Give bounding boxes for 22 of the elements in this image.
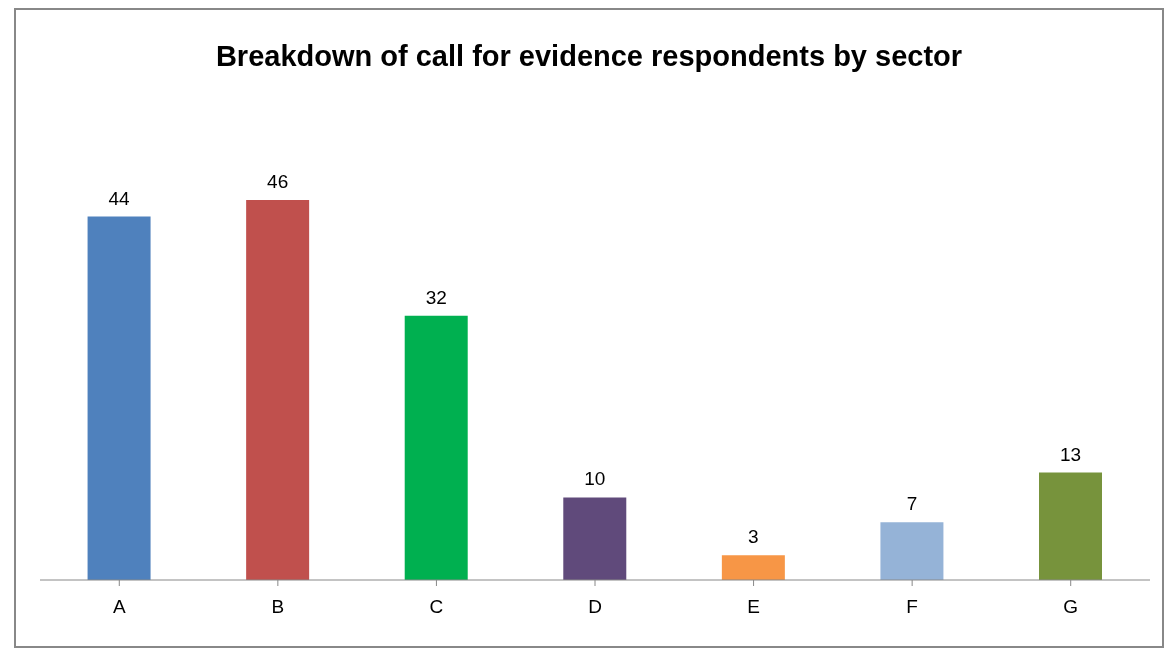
- bar: [246, 200, 310, 580]
- x-tick-label: E: [747, 596, 760, 618]
- x-tick-label: C: [429, 596, 444, 618]
- data-label: 46: [267, 171, 289, 192]
- data-label: 10: [584, 468, 606, 490]
- bar: [563, 497, 627, 580]
- x-tick-label: F: [906, 596, 918, 618]
- data-label: 44: [108, 187, 131, 209]
- bar: [1039, 472, 1102, 580]
- chart-title: Breakdown of call for evidence respondents by sector: [214, 40, 964, 73]
- x-tick-label: A: [112, 596, 126, 618]
- bar: [87, 216, 151, 580]
- data-label: 13: [1059, 443, 1082, 465]
- x-tick-label: G: [1063, 596, 1079, 618]
- data-label: 7: [906, 493, 918, 515]
- bar: [721, 555, 785, 580]
- data-label: 32: [425, 286, 447, 308]
- data-label: 3: [748, 526, 759, 548]
- bar: [404, 315, 468, 580]
- x-tick-label: D: [588, 596, 602, 618]
- bar: [880, 522, 944, 580]
- x-tick-label: B: [271, 596, 285, 618]
